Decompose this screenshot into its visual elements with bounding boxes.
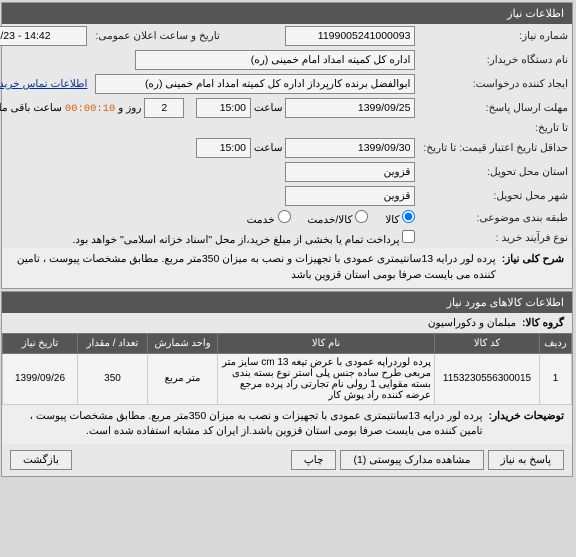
- creator-input: [96, 74, 416, 94]
- label-budget: طبقه بندی موضوعی:: [420, 208, 573, 228]
- buyer-notes-row: توضیحات خریدار: پرده لور درایه 13سانتیمت…: [3, 405, 573, 445]
- col-qty: تعداد / مقدار: [79, 333, 149, 353]
- label-baghi: ساعت باقی مانده: [0, 102, 63, 114]
- label-creator: ایجاد کننده درخواست:: [420, 72, 573, 96]
- label-province: استان محل تحویل:: [420, 160, 573, 184]
- label-req-no: شماره نیاز:: [420, 24, 573, 48]
- label-rooz: روز و: [119, 102, 142, 114]
- notes-label: توضیحات خریدار:: [484, 409, 565, 441]
- radio-kala-label[interactable]: کالا: [386, 214, 416, 226]
- cell-name: پرده لوردراپه عمودی با عرض تیغه cm 13 سا…: [219, 353, 436, 404]
- label-min-validity: حداقل تاریخ اعتبار قیمت: تا تاریخ:: [420, 136, 573, 160]
- desc-text: پرده لور درایه 13سانتیمتری عمودی با تجهی…: [11, 252, 497, 284]
- cell-unit: متر مربع: [149, 353, 219, 404]
- radio-kala[interactable]: [403, 210, 416, 223]
- buyer-input: [136, 50, 416, 70]
- button-row: پاسخ به نیاز مشاهده مدارک پیوستی (1) چاپ…: [3, 444, 573, 476]
- items-header: اطلاعات کالاهای مورد نیاز: [3, 292, 573, 313]
- contact-link[interactable]: اطلاعات تماس خریدار: [0, 78, 88, 90]
- group-label: گروه کالا:: [523, 317, 565, 329]
- label-buyer: نام دستگاه خریدار:: [420, 48, 573, 72]
- attachments-button[interactable]: مشاهده مدارک پیوستی (1): [341, 450, 484, 470]
- back-button[interactable]: بازگشت: [11, 450, 73, 470]
- need-info-panel: اطلاعات نیاز شماره نیاز: تاریخ و ساعت اع…: [2, 2, 574, 289]
- col-name: نام کالا: [219, 333, 436, 353]
- cell-date: 1399/09/26: [4, 353, 79, 404]
- province-input: [286, 162, 416, 182]
- col-unit: واحد شمارش: [149, 333, 219, 353]
- radio-khedmat-label[interactable]: خدمت: [248, 214, 292, 226]
- group-row: گروه کالا: مبلمان و دکوراسیون: [3, 313, 573, 333]
- label-reply-due: مهلت ارسال پاسخ:: [420, 96, 573, 120]
- radio-kalakhedmat-label[interactable]: کالا/خدمت: [308, 214, 369, 226]
- announce-input: [0, 26, 88, 46]
- group-value: مبلمان و دکوراسیون: [429, 317, 517, 329]
- label-ta-tarikh: تا تاریخ:: [420, 120, 573, 136]
- min-date-input: [286, 138, 416, 158]
- label-saat: ساعت: [255, 102, 284, 114]
- time-left: 00:00:10: [66, 103, 116, 115]
- label-process: نوع فرآیند خرید :: [420, 228, 573, 248]
- col-date: تاریخ نیاز: [4, 333, 79, 353]
- desc-row: شرح کلی نیاز: پرده لور درایه 13سانتیمتری…: [3, 248, 573, 288]
- cell-qty: 350: [79, 353, 149, 404]
- process-note: پرداخت تمام یا بخشی از مبلغ خرید،از محل …: [73, 234, 400, 246]
- cell-code: 1153230556300015: [436, 353, 541, 404]
- days-left-input: [145, 98, 185, 118]
- min-time-input: [197, 138, 252, 158]
- radio-kalakhedmat[interactable]: [356, 210, 369, 223]
- form-table: شماره نیاز: تاریخ و ساعت اعلان عمومی: نا…: [0, 24, 573, 248]
- reply-time-input: [197, 98, 252, 118]
- city-input: [286, 186, 416, 206]
- notes-text: پرده لور درایه 13سانتیمتری عمودی با تجهی…: [11, 409, 484, 441]
- panel-header: اطلاعات نیاز: [3, 3, 573, 24]
- req-no-input: [286, 26, 416, 46]
- label-announce: تاریخ و ساعت اعلان عمومی:: [92, 24, 224, 48]
- radio-khedmat[interactable]: [279, 210, 292, 223]
- reply-button[interactable]: پاسخ به نیاز: [489, 450, 565, 470]
- label-saat2: ساعت: [255, 142, 284, 154]
- print-button[interactable]: چاپ: [292, 450, 338, 470]
- col-idx: ردیف: [541, 333, 573, 353]
- process-checkbox[interactable]: [403, 230, 416, 243]
- label-city: شهر محل تحویل:: [420, 184, 573, 208]
- items-grid: ردیف کد کالا نام کالا واحد شمارش تعداد /…: [3, 333, 573, 405]
- items-panel: اطلاعات کالاهای مورد نیاز گروه کالا: مبل…: [2, 291, 574, 478]
- cell-idx: 1: [541, 353, 573, 404]
- table-row: 1 1153230556300015 پرده لوردراپه عمودی ب…: [4, 353, 573, 404]
- reply-date-input: [286, 98, 416, 118]
- desc-label: شرح کلی نیاز:: [497, 252, 565, 284]
- col-code: کد کالا: [436, 333, 541, 353]
